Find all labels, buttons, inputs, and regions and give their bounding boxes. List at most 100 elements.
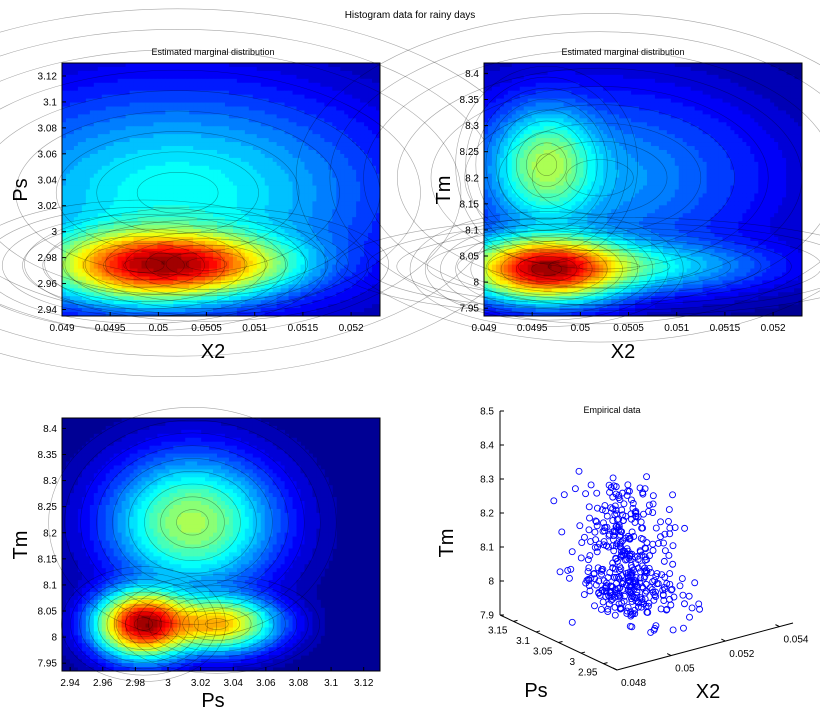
contour-cell — [121, 300, 127, 305]
contour-cell — [348, 252, 353, 258]
contour-cell — [169, 122, 174, 127]
contour-cell — [356, 304, 361, 309]
contour-cell — [356, 142, 361, 147]
contour-cell — [113, 161, 119, 167]
contour-cell — [153, 264, 158, 269]
contour-cell — [248, 74, 254, 80]
contour-cell — [312, 102, 317, 107]
contour-cell — [232, 70, 238, 76]
contour-cell — [157, 82, 162, 88]
contour-cell — [348, 205, 353, 210]
contour-cell — [121, 102, 127, 107]
contour-cell — [129, 272, 134, 277]
contour-cell — [264, 153, 270, 159]
contour-cell — [376, 276, 381, 281]
contour-cell — [356, 102, 361, 107]
contour-cell — [113, 296, 119, 301]
contour-cell — [209, 300, 214, 305]
contour-cell — [236, 272, 242, 277]
contour-cell — [141, 126, 146, 131]
contour-cell — [288, 205, 293, 210]
contour-cell — [81, 213, 87, 218]
contour-cell — [165, 110, 170, 115]
contour-cell — [240, 126, 246, 131]
contour-cell — [221, 268, 226, 273]
contour-cell — [209, 165, 214, 171]
contour-cell — [181, 70, 186, 76]
contour-cell — [300, 185, 305, 190]
contour-cell — [356, 225, 361, 230]
contour-cell — [348, 280, 353, 285]
contour-cell — [177, 272, 182, 277]
contour-cell — [77, 66, 83, 72]
contour-cell — [165, 122, 170, 127]
contour-cell — [189, 213, 194, 218]
contour-cell — [340, 153, 345, 159]
contour-cell — [352, 217, 357, 222]
contour-cell — [89, 173, 95, 179]
contour-cell — [89, 292, 95, 297]
contour-cell — [292, 256, 297, 262]
contour-cell — [264, 181, 270, 186]
contour-cell — [157, 205, 162, 210]
contour-cell — [89, 114, 95, 119]
contour-cell — [221, 122, 226, 127]
contour-cell — [97, 173, 103, 179]
contour-cell — [252, 284, 258, 289]
contour-cell — [368, 292, 373, 297]
contour-cell — [224, 201, 230, 206]
contour-cell — [145, 114, 150, 119]
contour-cell — [121, 284, 127, 289]
contour-cell — [244, 232, 250, 238]
contour-cell — [336, 126, 341, 131]
contour-cell — [264, 252, 270, 258]
contour-cell — [149, 122, 154, 127]
contour-cell — [324, 232, 329, 238]
contour-cell — [117, 86, 123, 92]
contour-cell — [268, 122, 274, 127]
contour-cell — [280, 177, 286, 182]
contour-cell — [157, 201, 162, 206]
contour-cell — [332, 157, 337, 163]
contour-cell — [256, 256, 262, 262]
contour-cell — [209, 74, 214, 80]
contour-cell — [296, 248, 301, 254]
contour-cell — [105, 149, 111, 155]
contour-cell — [181, 78, 186, 84]
contour-cell — [256, 232, 262, 238]
contour-cell — [93, 169, 99, 175]
contour-cell — [360, 225, 365, 230]
contour-cell — [73, 63, 79, 68]
contour-cell — [109, 94, 115, 99]
contour-cell — [177, 102, 182, 107]
contour-cell — [336, 70, 341, 76]
contour-cell — [97, 300, 103, 305]
contour-cell — [272, 102, 278, 107]
contour-cell — [288, 197, 293, 202]
contour-cell — [125, 130, 130, 135]
contour-cell — [93, 66, 99, 72]
contour-cell — [240, 114, 246, 119]
contour-cell — [252, 149, 258, 155]
contour-cell — [324, 272, 329, 277]
contour-cell — [348, 94, 353, 99]
contour-cell — [352, 90, 357, 96]
contour-cell — [93, 209, 99, 214]
contour-cell — [165, 256, 170, 262]
contour-cell — [81, 134, 87, 139]
contour-cell — [133, 110, 138, 115]
contour-cell — [213, 165, 218, 171]
contour-cell — [288, 122, 293, 127]
contour-cell — [129, 213, 134, 218]
contour-cell — [292, 304, 297, 309]
contour-cell — [213, 185, 218, 190]
contour-cell — [169, 142, 174, 147]
contour-cell — [149, 292, 154, 297]
contour-cell — [93, 63, 99, 68]
contour-cell — [181, 217, 186, 222]
contour-cell — [101, 86, 107, 92]
contour-cell — [145, 126, 150, 131]
contour-cell — [77, 308, 83, 313]
contour-cell — [165, 146, 170, 151]
contour-cell — [228, 225, 234, 230]
